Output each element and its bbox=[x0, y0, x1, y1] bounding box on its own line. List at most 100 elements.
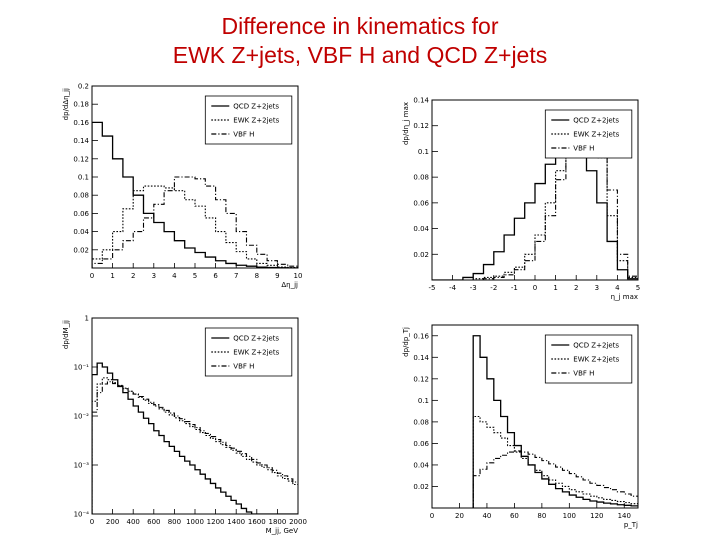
x-tick-label: 80 bbox=[537, 512, 546, 520]
x-tick-label: 2 bbox=[574, 284, 578, 292]
x-tick-label: 4 bbox=[172, 272, 177, 280]
x-tick-label: 800 bbox=[168, 518, 181, 526]
y-tick-label: 0.08 bbox=[73, 192, 89, 200]
legend-label: EWK Z+2jets bbox=[573, 131, 619, 139]
x-tick-label: 1 bbox=[110, 272, 114, 280]
legend-box bbox=[544, 109, 633, 159]
x-tick-label: -3 bbox=[470, 284, 477, 292]
y-tick-label: 0.12 bbox=[413, 122, 429, 130]
y-tick-label: 0.06 bbox=[73, 210, 89, 218]
x-tick-label: 6 bbox=[213, 272, 218, 280]
x-tick-label: -2 bbox=[490, 284, 497, 292]
legend-label: VBF H bbox=[573, 145, 594, 153]
x-tick-label: 200 bbox=[106, 518, 119, 526]
y-tick-label: 0.02 bbox=[413, 251, 429, 259]
slide-title: Difference in kinematics for EWK Z+jets,… bbox=[0, 12, 720, 70]
x-tick-label: 0 bbox=[90, 272, 94, 280]
x-tick-label: 60 bbox=[510, 512, 519, 520]
x-tick-label: 3 bbox=[152, 272, 156, 280]
y-tick-label: 0.08 bbox=[413, 418, 429, 426]
y-tick-label: 0.1 bbox=[418, 148, 429, 156]
x-tick-label: 1 bbox=[553, 284, 557, 292]
x-tick-label: 2000 bbox=[289, 518, 307, 526]
y-tick-label: 0.04 bbox=[413, 461, 429, 469]
legend: QCD Z+2jets EWK Z+2jets VBF H bbox=[544, 109, 633, 159]
legend: QCD Z+2jets EWK Z+2jets VBF H bbox=[204, 95, 293, 145]
series-line bbox=[92, 185, 298, 268]
slide-title-line-2: EWK Z+jets, VBF H and QCD Z+jets bbox=[172, 42, 548, 68]
y-tick-label: 10⁻² bbox=[74, 413, 90, 421]
y-tick-label: 0.14 bbox=[413, 354, 429, 362]
x-tick-label: 5 bbox=[636, 284, 640, 292]
x-tick-label: 0 bbox=[430, 512, 434, 520]
x-tick-label: 120 bbox=[590, 512, 603, 520]
x-tick-label: 3 bbox=[595, 284, 599, 292]
x-tick-label: 5 bbox=[193, 272, 197, 280]
series-line bbox=[432, 140, 638, 280]
x-tick-label: 1800 bbox=[268, 518, 286, 526]
y-axis-title: dp/dM_jj bbox=[62, 320, 70, 349]
y-tick-label: 0.06 bbox=[413, 199, 429, 207]
x-tick-label: 10 bbox=[294, 272, 303, 280]
legend: QCD Z+2jets EWK Z+2jets VBF H bbox=[204, 327, 293, 377]
x-tick-label: -1 bbox=[511, 284, 518, 292]
x-tick-label: 40 bbox=[482, 512, 491, 520]
y-tick-label: 0.12 bbox=[413, 375, 429, 383]
x-tick-label: 1600 bbox=[248, 518, 266, 526]
series-line bbox=[472, 415, 638, 508]
series-line bbox=[92, 381, 298, 514]
legend-label: EWK Z+2jets bbox=[233, 117, 279, 125]
legend: QCD Z+2jets EWK Z+2jets VBF H bbox=[544, 334, 633, 384]
legend-label: EWK Z+2jets bbox=[573, 356, 619, 364]
x-tick-label: 8 bbox=[255, 272, 259, 280]
legend-box bbox=[204, 95, 293, 145]
legend-label: QCD Z+2jets bbox=[573, 342, 619, 350]
y-axis-title: dp/dη_j max bbox=[402, 102, 410, 145]
y-tick-label: 0.1 bbox=[78, 174, 89, 182]
legend-label: QCD Z+2jets bbox=[573, 117, 619, 125]
x-tick-label: 0 bbox=[90, 518, 94, 526]
chart-eta-j-max: -5 -4 -3 -2 -1 0 1 2 3 4 5 0.02 0.04 0.06 0.08 0.1 0.12 0… bbox=[402, 97, 640, 302]
x-tick-label: 1400 bbox=[227, 518, 245, 526]
x-tick-label: 600 bbox=[147, 518, 160, 526]
legend-label: VBF H bbox=[233, 131, 254, 139]
x-tick-label: -5 bbox=[429, 284, 436, 292]
series-line bbox=[92, 121, 298, 268]
x-tick-label: 1200 bbox=[207, 518, 225, 526]
x-tick-label: 1000 bbox=[186, 518, 204, 526]
y-tick-label: 0.12 bbox=[73, 155, 89, 163]
x-tick-label: 2 bbox=[131, 272, 135, 280]
x-tick-label: 140 bbox=[618, 512, 631, 520]
y-tick-label: 0.18 bbox=[73, 101, 89, 109]
y-tick-label: 10⁻⁴ bbox=[74, 511, 90, 519]
x-axis-title: η_j max bbox=[611, 293, 638, 301]
y-tick-label: 0.08 bbox=[413, 174, 429, 182]
series-line bbox=[92, 377, 298, 514]
legend-label: VBF H bbox=[233, 363, 254, 371]
legend-label: QCD Z+2jets bbox=[233, 103, 279, 111]
series-line bbox=[472, 335, 638, 508]
y-tick-label: 0.16 bbox=[73, 119, 89, 127]
y-tick-label: 10⁻³ bbox=[74, 462, 90, 470]
legend-label: VBF H bbox=[573, 370, 594, 378]
chart-pt-j: 0 20 40 60 80 100 120 140 0.02 0.04 0.06 0.08 0.1 0.1… bbox=[402, 324, 639, 529]
y-tick-label: 0.06 bbox=[413, 440, 429, 448]
x-axis-title: Δη_jj bbox=[281, 281, 298, 289]
x-tick-label: 4 bbox=[615, 284, 620, 292]
series-line bbox=[432, 112, 638, 280]
y-tick-label: 0.02 bbox=[413, 483, 429, 491]
y-tick-label: 10⁻¹ bbox=[74, 364, 90, 372]
x-axis-title: M_jj, GeV bbox=[266, 527, 299, 535]
legend-box bbox=[544, 334, 633, 384]
y-tick-label: 0.1 bbox=[418, 397, 429, 405]
y-tick-label: 0.04 bbox=[413, 225, 429, 233]
y-tick-label: 0.14 bbox=[73, 137, 89, 145]
x-axis-title: p_Tj bbox=[624, 521, 638, 529]
y-tick-label: 0.2 bbox=[78, 83, 89, 91]
x-tick-label: -4 bbox=[449, 284, 457, 292]
x-tick-label: 7 bbox=[234, 272, 238, 280]
slide-title-line-1: Difference in kinematics for bbox=[221, 13, 499, 39]
y-axis-title: dp/dΔη_jj bbox=[62, 88, 70, 120]
x-tick-label: 100 bbox=[563, 512, 576, 520]
y-tick-label: 0.02 bbox=[73, 246, 89, 254]
